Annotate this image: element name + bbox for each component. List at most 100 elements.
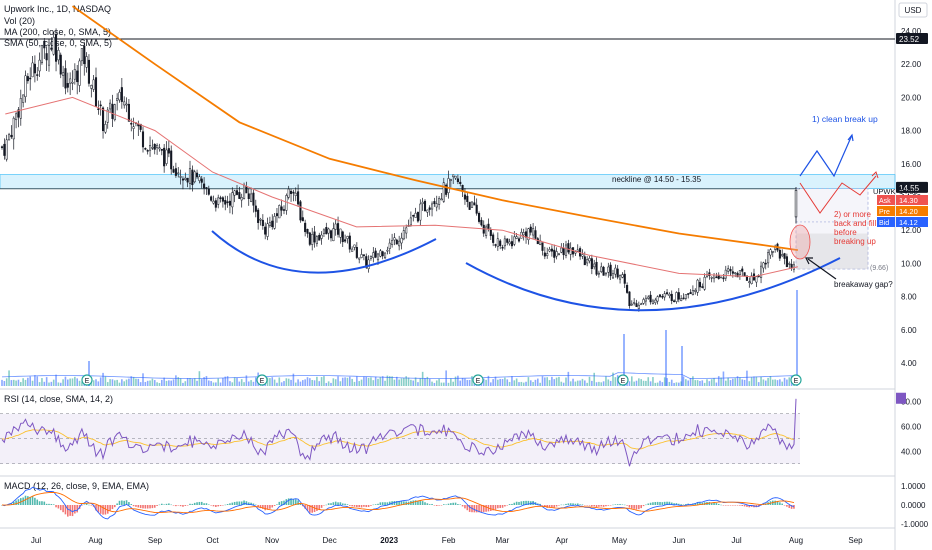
- macd-hist-bar: [109, 505, 111, 511]
- volume-bar: [186, 378, 189, 386]
- macd-hist-bar: [118, 500, 121, 505]
- volume-bar: [419, 378, 422, 386]
- macd-hist-bar: [732, 505, 734, 506]
- candle-body: [614, 267, 617, 275]
- macd-hist-bar: [633, 505, 635, 509]
- macd-hist-bar: [360, 505, 363, 508]
- volume-bar: [764, 380, 767, 386]
- volume-bar: [687, 380, 689, 386]
- macd-hist-bar: [774, 500, 776, 505]
- candle-body: [149, 145, 152, 151]
- volume-bar: [297, 379, 299, 386]
- volume-bar: [15, 380, 17, 386]
- macd-hist-bar: [713, 502, 715, 505]
- volume-bar: [504, 377, 506, 386]
- candle-body: [781, 254, 784, 257]
- macd-hist-bar: [537, 503, 539, 505]
- candle-body: [127, 103, 130, 122]
- candle-body: [409, 217, 412, 226]
- volume-bar: [457, 375, 459, 386]
- volume-bar: [675, 382, 678, 386]
- ma200-legend[interactable]: MA (200, close, 0, SMA, 5): [4, 27, 112, 37]
- volume-bar: [518, 382, 520, 386]
- time-tick-label: Aug: [789, 536, 803, 545]
- macd-hist-bar: [139, 505, 142, 509]
- candle-body: [177, 172, 180, 175]
- macd-hist-bar: [386, 502, 389, 505]
- macd-hist-bar: [12, 501, 15, 505]
- macd-hist-bar: [358, 505, 360, 508]
- volume-bar: [306, 377, 309, 386]
- candle-body: [22, 94, 25, 103]
- macd-legend[interactable]: MACD (12, 26, close, 9, EMA, EMA): [4, 481, 150, 491]
- volume-bar: [370, 377, 372, 386]
- macd-hist-bar: [428, 504, 431, 505]
- macd-hist-bar: [238, 501, 241, 505]
- volume-legend[interactable]: Vol (20): [4, 16, 36, 26]
- candle-body: [616, 268, 619, 278]
- candle-body: [261, 219, 264, 227]
- volume-bar: [247, 381, 250, 386]
- volume-bar: [710, 379, 713, 386]
- macd-hist-bar: [257, 505, 259, 508]
- ask-label-bg: [877, 195, 895, 205]
- candle-body: [250, 193, 253, 202]
- candle-body: [682, 297, 685, 300]
- macd-hist-bar: [372, 504, 375, 506]
- volume-bar: [515, 378, 518, 386]
- macd-hist-bar: [438, 505, 440, 506]
- candle-body: [163, 147, 166, 167]
- volume-bar: [24, 379, 27, 386]
- volume-bar: [325, 382, 328, 386]
- candle-body: [588, 258, 591, 262]
- sma50-legend[interactable]: SMA (50, close, 0, SMA, 5): [4, 38, 113, 48]
- volume-bar: [414, 377, 417, 386]
- time-tick-label: Nov: [265, 536, 279, 545]
- sma50-line: [5, 96, 799, 278]
- volume-bar: [182, 382, 184, 386]
- volume-bar: [360, 379, 363, 386]
- volume-bar: [372, 380, 375, 386]
- macd-hist-bar: [55, 505, 57, 508]
- volume-bar: [796, 290, 798, 386]
- macd-hist-bar: [81, 505, 83, 506]
- projection-box: [795, 188, 869, 270]
- macd-hist-bar: [377, 503, 379, 505]
- macd-hist-bar: [59, 505, 62, 511]
- candle-body: [586, 259, 589, 264]
- macd-hist-bar: [149, 505, 151, 509]
- candle-body: [468, 201, 471, 210]
- macd-hist-bar: [304, 505, 306, 509]
- volume-bar: [125, 379, 128, 386]
- volume-bar: [506, 379, 509, 386]
- macd-hist-bar: [381, 502, 384, 505]
- price-tick-label: 6.00: [901, 326, 917, 335]
- candle-body: [106, 109, 109, 123]
- macd-hist-bar: [403, 501, 405, 505]
- candle-body: [449, 179, 452, 181]
- macd-hist-bar: [776, 501, 779, 505]
- macd-hist-bar: [426, 503, 429, 505]
- macd-hist-bar: [466, 505, 469, 511]
- price-tick-label: 24.00: [901, 27, 922, 36]
- volume-bar: [741, 379, 744, 386]
- volume-bar: [10, 380, 13, 386]
- volume-bar: [522, 382, 525, 386]
- volume-bar: [311, 379, 313, 386]
- currency-button[interactable]: [898, 2, 928, 18]
- volume-bar: [245, 375, 248, 386]
- volume-bar: [151, 378, 154, 386]
- volume-bar: [722, 371, 725, 386]
- macd-hist-bar: [431, 503, 433, 505]
- candle-body: [374, 250, 377, 258]
- candle-body: [416, 212, 419, 222]
- volume-bar: [191, 378, 194, 386]
- volume-bar: [788, 377, 791, 386]
- volume-bar: [358, 381, 360, 386]
- candle-body: [322, 229, 325, 234]
- volume-bar: [64, 376, 67, 386]
- macd-signal-line: [1, 491, 795, 514]
- rsi-legend[interactable]: RSI (14, close, SMA, 14, 2): [4, 394, 114, 404]
- volume-bar: [511, 376, 513, 386]
